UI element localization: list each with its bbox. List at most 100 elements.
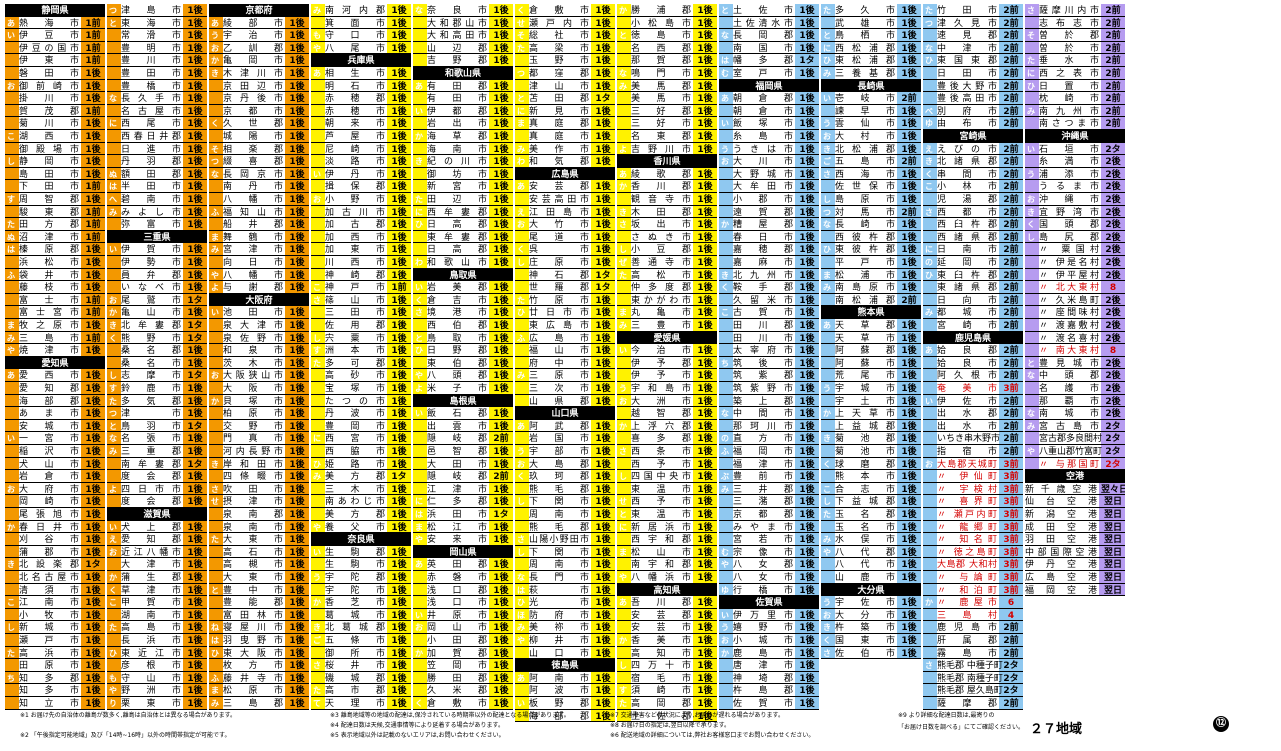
kana-index: の	[719, 432, 731, 445]
table-row: みみよし市 1後	[107, 205, 207, 219]
kana-index: い	[413, 281, 425, 293]
kana-index: い	[719, 117, 731, 130]
kana-index: ひ	[107, 646, 119, 659]
delivery-days-value: 2後	[1105, 207, 1121, 218]
municipality-name: 〃 和泊町	[937, 583, 999, 596]
municipality-name: 桑名市	[121, 356, 183, 369]
municipality-name: 磯城郡	[325, 671, 387, 684]
delivery-days-value: 1後	[697, 472, 713, 483]
table-row: 大津市 1後	[107, 558, 207, 571]
kana-index: し	[5, 621, 17, 634]
delivery-days-value: 3前	[1003, 497, 1019, 508]
table-row: あ綾部市 1後	[209, 16, 309, 30]
delivery-days-value: 1後	[697, 207, 713, 218]
footnote: ※4 配達日数は天候,交通事情等により延着する場合があります。	[330, 722, 504, 729]
table-row: 阿蘇市 1後	[821, 356, 921, 370]
municipality-name: 豊能郡	[223, 596, 285, 609]
kana-index: お	[107, 545, 119, 558]
delivery-days-value: 1後	[697, 6, 713, 16]
delivery-days-value: 1後	[493, 258, 509, 268]
municipality-name: 伊丹市	[325, 167, 387, 180]
prefecture-header: 空港	[1025, 470, 1125, 485]
municipality-name: 平戸市	[835, 256, 897, 268]
municipality-name: 与謝郡	[223, 281, 285, 294]
municipality-name: 長崎市	[835, 218, 897, 231]
table-row: 府中市 1後	[515, 356, 615, 370]
delivery-days-value: 1タ	[187, 333, 203, 344]
delivery-days-value: 1後	[85, 321, 101, 331]
table-row: し下関市 1後	[515, 545, 615, 559]
delivery-days-value: 1後	[289, 81, 305, 92]
kana-index: い	[923, 394, 935, 407]
table-row: し宍粟市 1後	[311, 331, 411, 345]
kana-index: み	[107, 445, 119, 457]
table-row: 小松島市 1後	[617, 16, 717, 30]
kana-index: み	[719, 482, 731, 495]
delivery-days-value: 1後	[391, 610, 407, 621]
delivery-days-value: 1後	[697, 245, 713, 256]
kana-index: い	[209, 306, 221, 319]
table-row: に西尾市 1後	[107, 117, 207, 130]
prefecture-header: 静岡県	[5, 4, 105, 18]
delivery-days-value: 1後	[85, 535, 101, 546]
delivery-days-value: 1後	[697, 81, 713, 92]
table-row: く球磨郡 1後	[821, 457, 921, 471]
municipality-name: 広島市	[529, 331, 591, 344]
kana-index: ひ	[923, 268, 935, 281]
table-row: き北設楽郡 1タ	[5, 558, 105, 571]
delivery-days-value: 1後	[697, 169, 713, 180]
footnote: ※2 「午後指定可能地域」及び「14時~16時」以外の時間帯指定が可能です。	[20, 732, 231, 739]
table-row: 生駒市 1後	[311, 558, 411, 571]
table-row: お尾鷲市 1タ	[107, 293, 207, 307]
municipality-name: 山鹿市	[835, 571, 897, 583]
municipality-name: みやま市	[733, 520, 795, 533]
delivery-days-value: 1前	[85, 56, 101, 67]
kana-index: い	[413, 608, 425, 621]
municipality-name: 掛川市	[19, 92, 81, 105]
municipality-name: 西脇市	[325, 445, 387, 457]
table-row: 瀬戸市 1後	[5, 634, 105, 647]
airport-row: 中部国際空港 翌日	[1025, 545, 1125, 559]
delivery-days-value: 1後	[595, 472, 611, 483]
delivery-days-value: 2前	[1003, 144, 1019, 155]
prefecture-header: 長崎県	[821, 79, 921, 94]
municipality-name: 周南市	[529, 558, 591, 571]
delivery-days-value: 1後	[493, 447, 509, 457]
municipality-name: 額田郡	[121, 167, 183, 180]
table-row: 伊豆の国市 1前	[5, 41, 105, 55]
municipality-name: 東温市	[631, 508, 693, 520]
delivery-days-value: 3前	[1003, 522, 1019, 533]
municipality-name: 島田市	[19, 167, 81, 180]
table-row: 京都郡 1後	[719, 508, 819, 521]
delivery-days-value: 1後	[85, 623, 101, 634]
municipality-name: 安芸郡	[529, 180, 591, 193]
table-row: い板野郡 1後	[515, 697, 615, 710]
delivery-days-value: 1後	[799, 6, 815, 16]
kana-index: お	[5, 482, 17, 495]
municipality-name: 春日市	[733, 230, 795, 243]
delivery-days-value: 1後	[391, 245, 407, 256]
table-row: な長岡郡 1後	[719, 29, 819, 42]
kana-index: み	[311, 470, 323, 482]
table-row: や八重山郡竹富町 2タ	[1025, 445, 1125, 458]
delivery-days-value: 2後	[1105, 169, 1121, 180]
municipality-name: 小郡市	[733, 193, 795, 205]
table-row: い伊都郡 1後	[413, 104, 513, 118]
delivery-days-value: 1後	[289, 157, 305, 168]
municipality-name: 大東市	[223, 533, 285, 546]
municipality-name: 彦根市	[121, 659, 183, 672]
delivery-days-value: 1後	[799, 673, 815, 684]
kana-index: し	[107, 369, 119, 382]
table-column: つ津島市 1後と東海市 1後 常滑市 1後 豊明市 1後 豊川市 1後 豊田市 1後 豊橋市 1後な長久…	[107, 4, 207, 710]
delivery-days-value: 1後	[799, 623, 815, 634]
table-row: し小豆郡 1後	[617, 243, 717, 256]
municipality-name: 大島郡	[529, 457, 591, 470]
table-row: 安芸郡 1後	[617, 608, 717, 622]
municipality-name: 長門市	[529, 571, 591, 583]
table-row: 南あわじ市 1後	[311, 495, 411, 508]
table-row: い伊豆市 1前	[5, 29, 105, 42]
municipality-name: 吉野川市	[631, 142, 693, 155]
delivery-days-value: 1後	[187, 547, 203, 558]
table-row: 〃 伊平屋村 2後	[1025, 268, 1125, 282]
table-row: ね寝屋川市 1後	[209, 621, 309, 634]
